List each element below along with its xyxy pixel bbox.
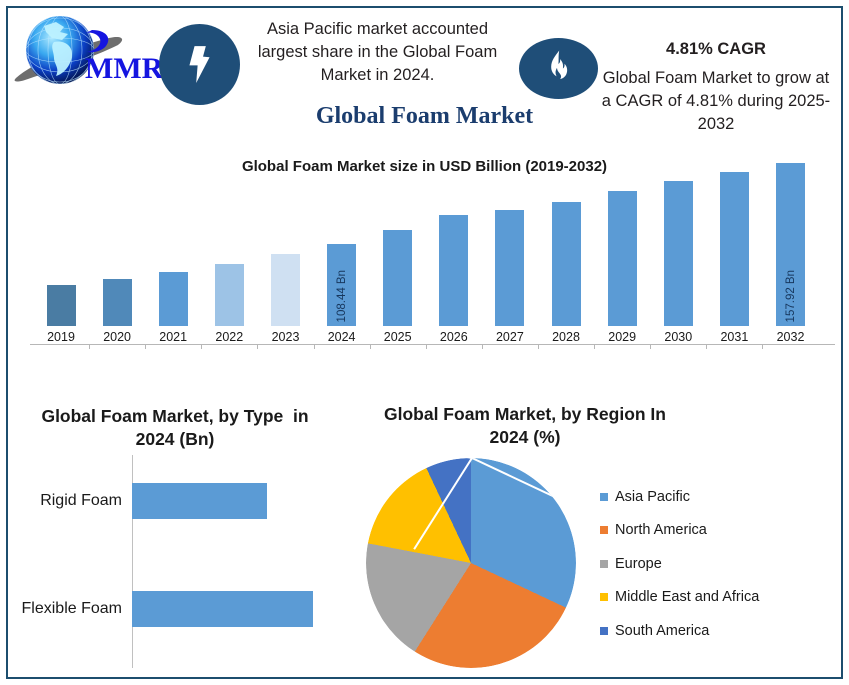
svg-text:MMR: MMR — [85, 52, 164, 85]
